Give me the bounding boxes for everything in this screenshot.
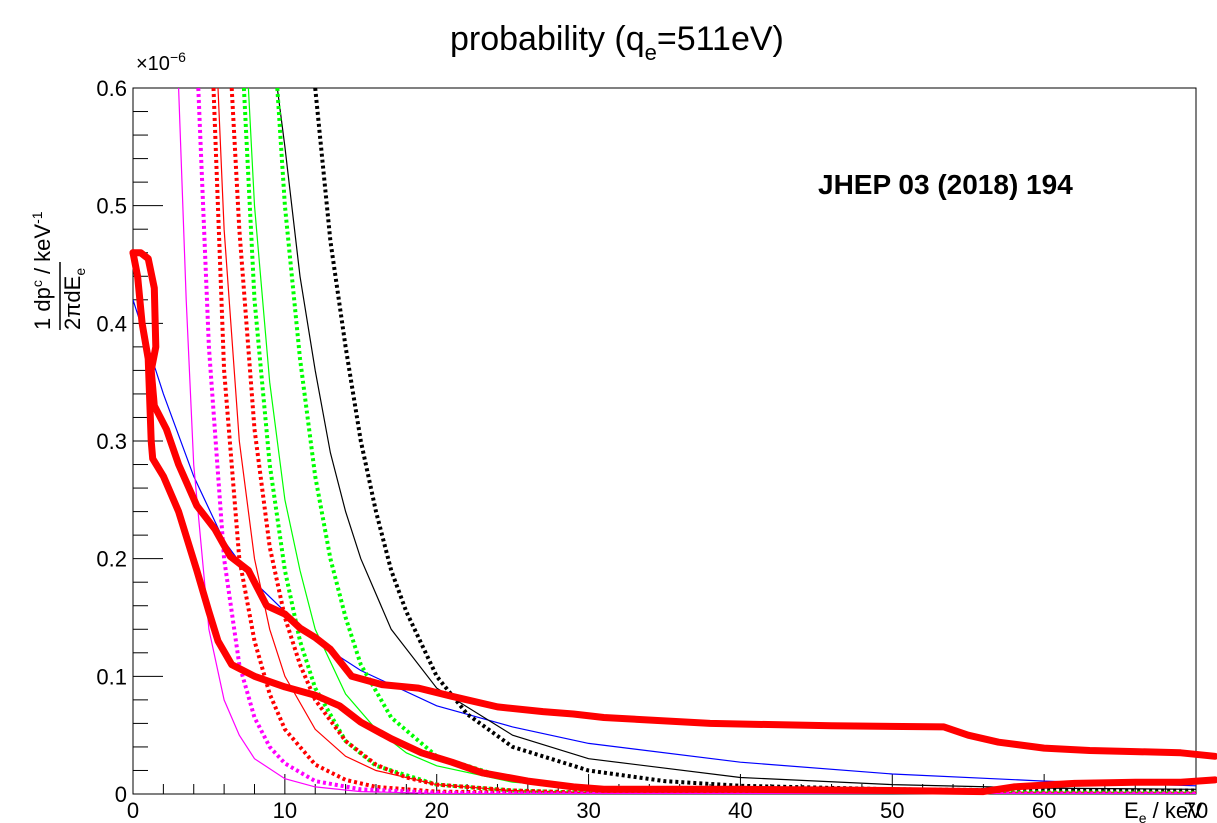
y-exponent-label: ×10−6 [136, 49, 186, 75]
chart-title-main: probability (q [450, 20, 645, 58]
x-tick-label: 60 [1032, 798, 1056, 823]
y-tick-label: 0.2 [96, 547, 127, 572]
x-axis-tick-labels: 0 10 20 30 40 50 60 70 [127, 798, 1208, 823]
series-line-0 [133, 299, 1196, 787]
series-line-2 [313, 88, 1196, 793]
series-line-1 [276, 88, 1196, 790]
series-line-9 [178, 88, 1196, 794]
x-tick-label: 70 [1184, 798, 1208, 823]
x-tick-label: 0 [127, 798, 139, 823]
chart-title-sub: e [645, 40, 657, 65]
y-label-numerator-sup: c [29, 280, 45, 287]
x-tick-label: 20 [424, 798, 448, 823]
svg-text:1 dpc / keV-1: 1 dpc / keV-1 [29, 211, 55, 330]
svg-text:2πdEe: 2πdEe [60, 268, 88, 330]
series-line-10 [196, 88, 1196, 794]
y-tick-label: 0 [115, 782, 127, 807]
x-label-main: E [1124, 798, 1139, 823]
highlight-group [129, 249, 1217, 796]
x-label-unit: / keV [1146, 798, 1203, 823]
x-axis-label: Ee / keV [1124, 798, 1203, 823]
x-tick-label: 10 [273, 798, 297, 823]
y-tick-label: 0.4 [96, 311, 127, 336]
x-tick-label: 50 [880, 798, 904, 823]
y-axis-tick-labels: 0 0.1 0.2 0.3 0.4 0.5 0.6 [96, 76, 127, 807]
series-line-4 [275, 88, 1196, 794]
y-exponent-base: ×10 [136, 53, 170, 75]
series-line-6 [217, 88, 1196, 794]
y-label-denominator: 2πdE [60, 276, 85, 330]
y-label-unit-sup: -1 [29, 211, 45, 224]
y-label-numerator: 1 dp [30, 287, 55, 330]
y-exponent-power: −6 [170, 49, 186, 65]
citation-annotation: JHEP 03 (2018) 194 [818, 169, 1073, 200]
highlight-stroke-0 [129, 249, 1217, 760]
x-label-sub: e [1139, 810, 1147, 823]
y-tick-label: 0.5 [96, 194, 127, 219]
y-axis-label: 1 dpc / keV-1 2πdEe [29, 211, 88, 330]
y-label-unit: / keV [30, 224, 55, 281]
y-tick-label: 0.6 [96, 76, 127, 101]
highlight-stroke-1 [129, 249, 1217, 796]
chart-title-end: =511eV) [657, 20, 784, 58]
y-tick-label: 0.3 [96, 429, 127, 454]
x-tick-label: 40 [728, 798, 752, 823]
y-tick-label: 0.1 [96, 664, 127, 689]
x-tick-label: 30 [576, 798, 600, 823]
y-label-denominator-sub: e [72, 268, 88, 276]
chart-title: probability (qe=511eV) [450, 20, 784, 65]
series-line-7 [229, 88, 1196, 794]
